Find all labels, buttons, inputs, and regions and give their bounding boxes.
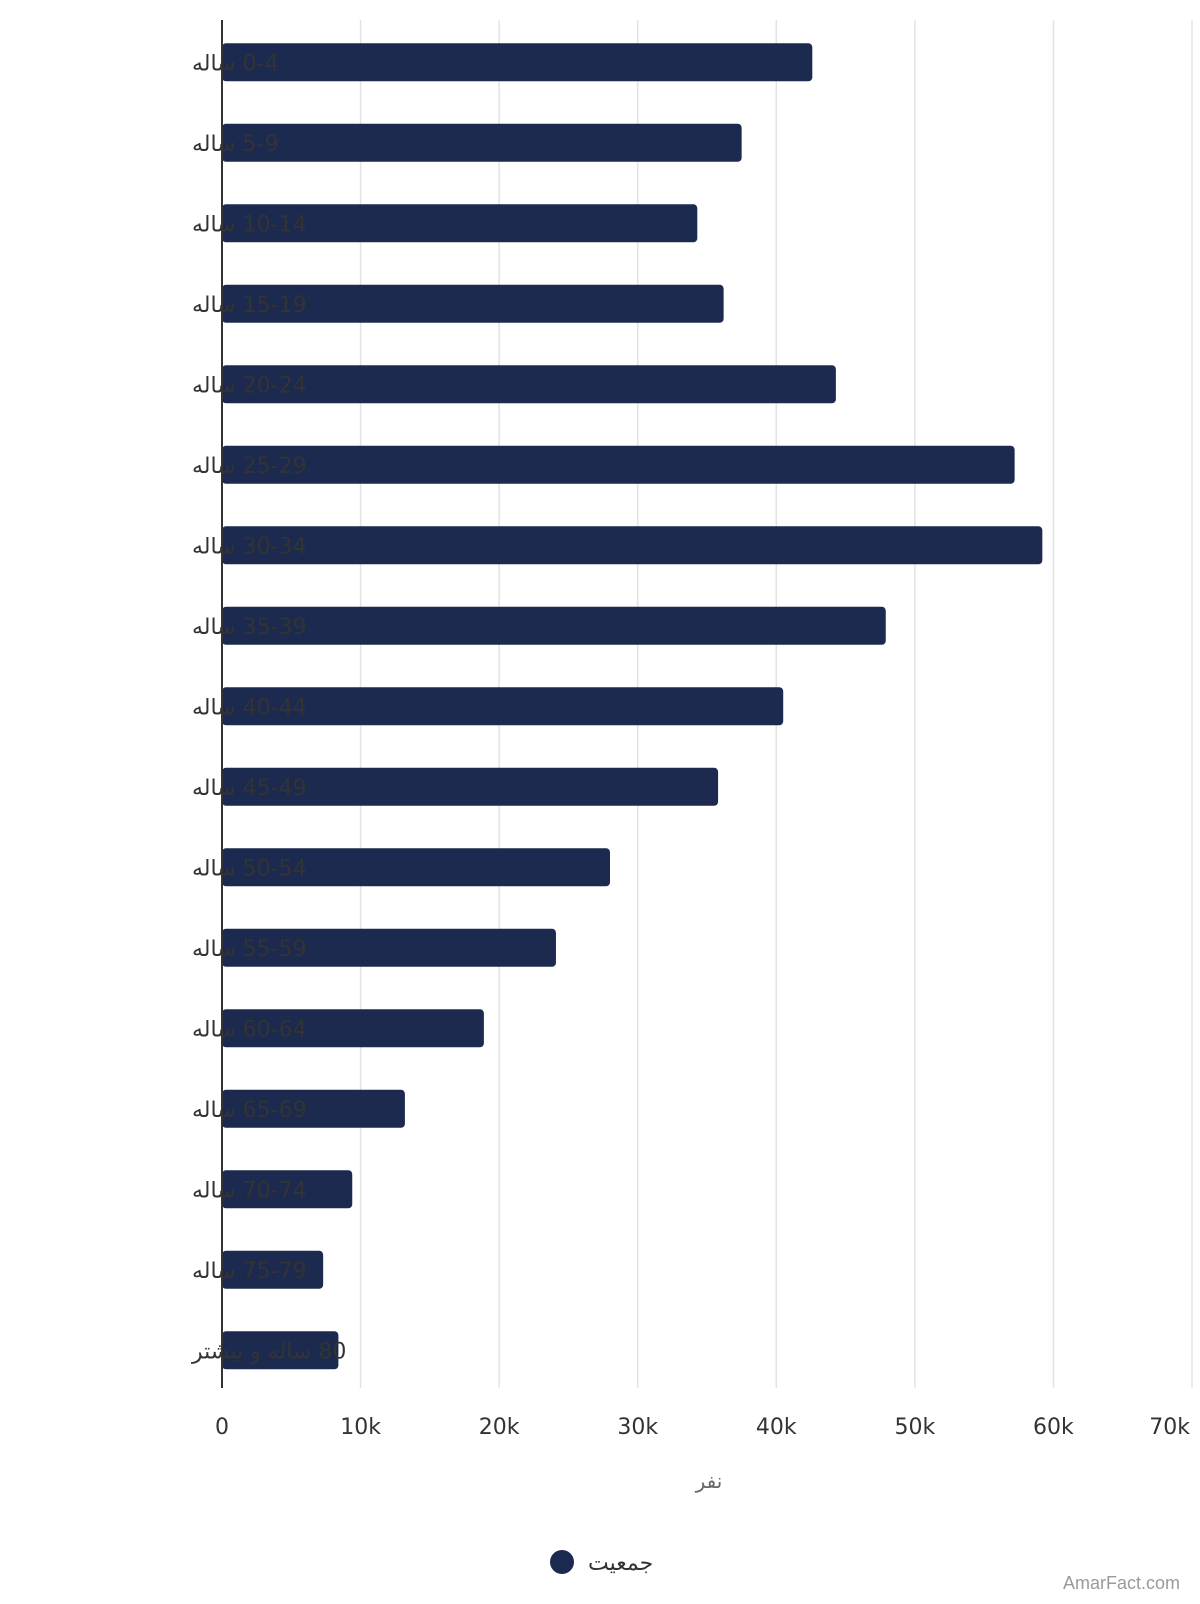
x-tick-label: 50k xyxy=(894,1415,935,1440)
bar xyxy=(222,606,886,645)
bar xyxy=(222,365,836,404)
bar xyxy=(222,767,719,806)
category-label: 55-59 ساله xyxy=(192,937,307,962)
bar xyxy=(222,445,1015,484)
bar xyxy=(222,687,784,726)
bar xyxy=(222,43,813,82)
category-label: 80 ساله و بیشتر xyxy=(191,1339,346,1364)
legend-marker xyxy=(550,1550,574,1574)
bar xyxy=(222,204,698,243)
bar xyxy=(222,928,556,967)
category-label: 5-9 ساله xyxy=(192,132,279,157)
x-tick-label: 70k xyxy=(1149,1415,1190,1440)
bar xyxy=(222,526,1043,565)
category-label: 0-4 ساله xyxy=(192,51,279,76)
x-tick-label: 0 xyxy=(215,1415,229,1440)
category-label: 60-64 ساله xyxy=(192,1017,307,1042)
category-label: 25-29 ساله xyxy=(192,454,307,479)
bar xyxy=(222,123,742,162)
category-label: 75-79 ساله xyxy=(192,1259,307,1284)
category-label: 30-34 ساله xyxy=(192,534,307,559)
bar xyxy=(222,848,610,887)
bar xyxy=(222,1331,339,1370)
x-tick-label: 20k xyxy=(479,1415,520,1440)
category-label: 15-19 ساله xyxy=(192,293,307,318)
bar xyxy=(222,1170,353,1209)
category-labels: 0-4 ساله 5-9 ساله 10-14 ساله 15-19 ساله 20-2… xyxy=(191,51,346,1364)
category-label: 45-49 ساله xyxy=(192,776,307,801)
category-label: 70-74 ساله xyxy=(192,1178,307,1203)
x-tick-label: 60k xyxy=(1033,1415,1074,1440)
category-label: 50-54 ساله xyxy=(192,856,307,881)
x-tick-label: 10k xyxy=(340,1415,381,1440)
category-label: 65-69 ساله xyxy=(192,1098,307,1123)
watermark: AmarFact.com xyxy=(1062,1573,1180,1593)
category-label: 20-24 ساله xyxy=(192,373,307,398)
x-tick-label: 40k xyxy=(756,1415,797,1440)
legend-label: جمعیت xyxy=(588,1551,653,1576)
category-label: 40-44 ساله xyxy=(192,695,307,720)
bar xyxy=(222,1009,484,1048)
bar xyxy=(222,1089,405,1128)
x-tick-label: 30k xyxy=(617,1415,658,1440)
legend: جمعیت xyxy=(550,1550,653,1576)
bars xyxy=(222,43,1043,1370)
bar xyxy=(222,1250,324,1289)
x-axis-title: نفر xyxy=(695,1469,723,1493)
category-label: 35-39 ساله xyxy=(192,615,307,640)
category-label: 10-14 ساله xyxy=(192,212,307,237)
x-tick-labels: 0 10k 20k 30k 40k 50k 60k 70k xyxy=(215,1415,1190,1440)
bar xyxy=(222,284,724,323)
